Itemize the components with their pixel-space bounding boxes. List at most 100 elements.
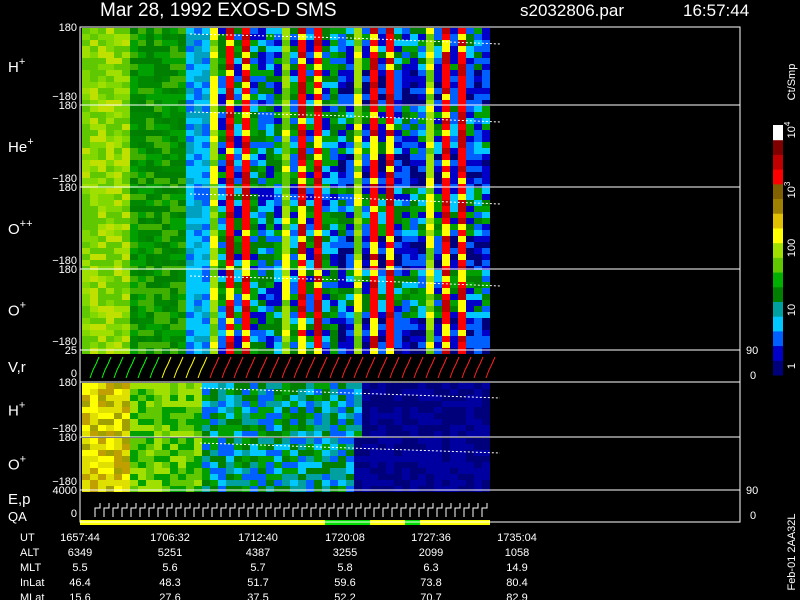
cell bbox=[226, 172, 234, 178]
cell bbox=[426, 306, 434, 312]
cell bbox=[290, 200, 298, 206]
cell bbox=[90, 348, 98, 354]
cell bbox=[194, 336, 202, 342]
cell bbox=[266, 276, 274, 282]
cell bbox=[466, 64, 474, 70]
cell bbox=[90, 242, 98, 248]
cell bbox=[194, 160, 202, 166]
cell bbox=[242, 468, 250, 474]
cell bbox=[290, 52, 298, 58]
cell bbox=[338, 389, 346, 395]
cell bbox=[426, 294, 434, 300]
cell bbox=[378, 444, 386, 450]
cell bbox=[290, 389, 298, 395]
cell bbox=[410, 40, 418, 46]
cell bbox=[426, 254, 434, 260]
cell bbox=[90, 230, 98, 236]
cell bbox=[410, 94, 418, 100]
cell bbox=[282, 260, 290, 266]
cell bbox=[274, 148, 282, 154]
cell bbox=[258, 142, 266, 148]
cell bbox=[258, 389, 266, 395]
cell bbox=[402, 254, 410, 260]
cell bbox=[442, 300, 450, 306]
cell bbox=[122, 407, 130, 413]
cell bbox=[170, 431, 178, 437]
cell bbox=[346, 236, 354, 242]
cell bbox=[290, 230, 298, 236]
cell bbox=[474, 224, 482, 230]
cell bbox=[378, 124, 386, 130]
cell bbox=[434, 389, 442, 395]
cell bbox=[402, 401, 410, 407]
cell bbox=[298, 64, 306, 70]
cell bbox=[106, 142, 114, 148]
cell bbox=[146, 486, 154, 492]
cell bbox=[346, 395, 354, 401]
panel-label: O+ bbox=[8, 454, 26, 474]
cell bbox=[242, 136, 250, 142]
cell bbox=[442, 94, 450, 100]
cell bbox=[194, 431, 202, 437]
cell bbox=[170, 76, 178, 82]
cell bbox=[138, 312, 146, 318]
cell bbox=[202, 425, 210, 431]
cell bbox=[410, 348, 418, 354]
cell bbox=[346, 212, 354, 218]
cell bbox=[458, 58, 466, 64]
cell bbox=[130, 70, 138, 76]
cell bbox=[186, 52, 194, 58]
cell bbox=[130, 318, 138, 324]
cell bbox=[82, 456, 90, 462]
cell bbox=[458, 342, 466, 348]
cell bbox=[98, 88, 106, 94]
cell bbox=[386, 413, 394, 419]
cell bbox=[122, 462, 130, 468]
cell bbox=[290, 212, 298, 218]
cell bbox=[274, 142, 282, 148]
cell bbox=[98, 294, 106, 300]
cell bbox=[122, 324, 130, 330]
cell bbox=[370, 40, 378, 46]
cell bbox=[474, 342, 482, 348]
cell bbox=[282, 450, 290, 456]
cell bbox=[466, 230, 474, 236]
cell bbox=[370, 318, 378, 324]
cell bbox=[474, 312, 482, 318]
cell bbox=[106, 70, 114, 76]
cell bbox=[282, 160, 290, 166]
cell bbox=[354, 166, 362, 172]
cell bbox=[402, 82, 410, 88]
cell bbox=[330, 407, 338, 413]
cell bbox=[466, 58, 474, 64]
cell bbox=[322, 200, 330, 206]
cell bbox=[242, 82, 250, 88]
cell bbox=[242, 46, 250, 52]
cell bbox=[114, 260, 122, 266]
cell bbox=[450, 288, 458, 294]
cell bbox=[306, 444, 314, 450]
cell bbox=[98, 218, 106, 224]
cell bbox=[354, 200, 362, 206]
tick-label: 180 bbox=[59, 432, 77, 444]
cell bbox=[234, 64, 242, 70]
cell bbox=[402, 324, 410, 330]
cell bbox=[114, 294, 122, 300]
trace bbox=[189, 33, 501, 45]
cell bbox=[458, 282, 466, 288]
cell bbox=[90, 282, 98, 288]
cell bbox=[122, 306, 130, 312]
cell bbox=[298, 88, 306, 94]
cell bbox=[210, 425, 218, 431]
cell bbox=[394, 480, 402, 486]
cell bbox=[370, 438, 378, 444]
cell bbox=[242, 112, 250, 118]
cell bbox=[226, 194, 234, 200]
cell bbox=[458, 294, 466, 300]
cell bbox=[202, 124, 210, 130]
cell bbox=[290, 282, 298, 288]
cell bbox=[98, 94, 106, 100]
cell bbox=[274, 106, 282, 112]
cell bbox=[82, 70, 90, 76]
